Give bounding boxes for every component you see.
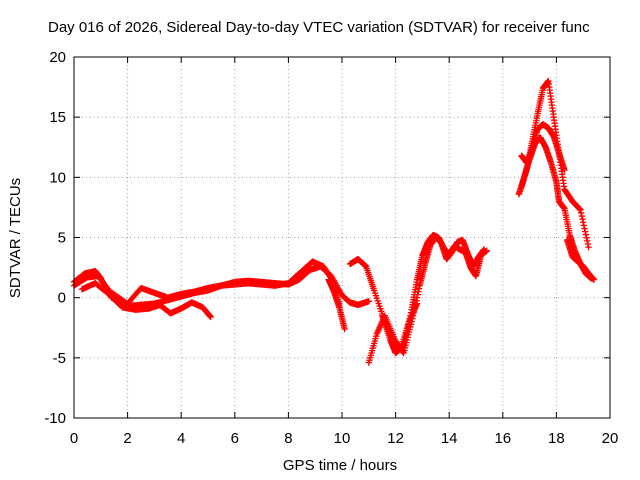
series-track-j bbox=[518, 121, 568, 174]
data-point bbox=[580, 219, 587, 226]
x-tick-label: 14 bbox=[441, 430, 458, 447]
data-point bbox=[207, 313, 214, 321]
y-axis-label: SDTVAR / TECUs bbox=[7, 178, 24, 298]
data-point bbox=[585, 243, 592, 251]
data-point bbox=[577, 209, 585, 217]
y-tick-label: -5 bbox=[53, 350, 66, 367]
data-point bbox=[582, 231, 590, 238]
data-point bbox=[341, 325, 348, 333]
data-point bbox=[581, 225, 588, 232]
data-point bbox=[413, 294, 421, 301]
data-point bbox=[582, 228, 589, 235]
data-point bbox=[578, 212, 586, 220]
chart-title: Day 016 of 2026, Sidereal Day-to-day VTE… bbox=[48, 19, 590, 36]
data-point bbox=[575, 205, 583, 212]
series-track-a bbox=[70, 258, 343, 310]
series-track-g bbox=[379, 300, 421, 357]
series-track-b bbox=[70, 263, 372, 309]
x-tick-labels: 0 2 4 6 8 10 12 14 16 18 20 bbox=[70, 430, 619, 447]
data-marks bbox=[70, 77, 598, 366]
data-point bbox=[584, 237, 591, 245]
x-tick-label: 12 bbox=[387, 430, 404, 447]
plot-frame bbox=[73, 56, 611, 419]
data-point bbox=[590, 276, 598, 283]
x-tick-label: 10 bbox=[334, 430, 351, 447]
data-point bbox=[365, 298, 372, 305]
y-tick-label: 20 bbox=[49, 49, 66, 66]
data-point bbox=[561, 166, 568, 174]
y-tick-label: 15 bbox=[49, 109, 66, 126]
x-tick-label: 20 bbox=[602, 430, 619, 447]
data-point bbox=[414, 291, 421, 298]
y-tick-label: -10 bbox=[44, 410, 66, 427]
x-tick-label: 18 bbox=[548, 430, 565, 447]
y-tick-labels: -10 -5 0 5 10 15 20 bbox=[44, 49, 66, 427]
x-tick-label: 8 bbox=[284, 430, 292, 447]
data-point bbox=[584, 240, 592, 248]
y-tick-label: 5 bbox=[58, 230, 66, 247]
data-point bbox=[577, 206, 584, 214]
data-point bbox=[580, 222, 588, 229]
data-point bbox=[480, 246, 488, 253]
y-tick-label: 0 bbox=[58, 290, 66, 307]
x-tick-label: 6 bbox=[231, 430, 239, 447]
data-point bbox=[576, 205, 584, 213]
x-tick-label: 4 bbox=[177, 430, 185, 447]
data-point bbox=[583, 234, 590, 242]
series-track-d bbox=[325, 276, 348, 333]
grid bbox=[74, 57, 610, 418]
data-point bbox=[413, 300, 421, 307]
data-point bbox=[415, 288, 422, 295]
series-track-f bbox=[365, 234, 488, 366]
series-track-k bbox=[563, 236, 598, 283]
x-tick-label: 16 bbox=[494, 430, 511, 447]
y-tick-label: 10 bbox=[49, 169, 66, 186]
data-point bbox=[206, 312, 214, 320]
x-tick-label: 2 bbox=[123, 430, 131, 447]
data-point bbox=[415, 285, 423, 292]
x-tick-label: 0 bbox=[70, 430, 78, 447]
series-track-c bbox=[78, 280, 214, 321]
x-axis-label: GPS time / hours bbox=[283, 457, 397, 474]
data-point bbox=[579, 215, 586, 223]
